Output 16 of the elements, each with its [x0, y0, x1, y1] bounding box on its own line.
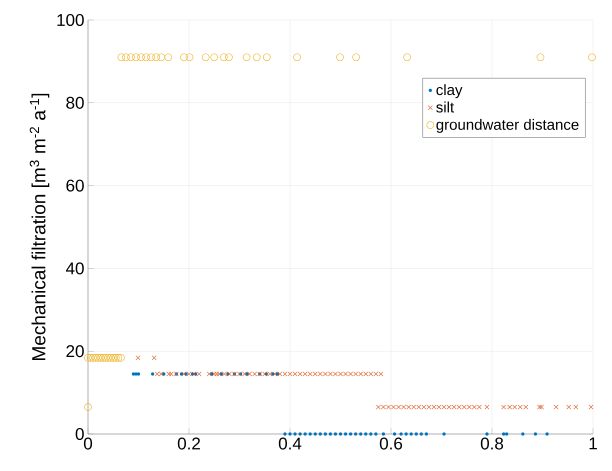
y-tick-label: 100	[57, 14, 84, 26]
y-tick-label: 0	[76, 428, 84, 440]
legend-label: silt	[436, 102, 454, 113]
y-tick-label: 20	[66, 345, 84, 358]
y-tick-label: 60	[66, 180, 84, 192]
x-tick-label: 0.2	[178, 438, 200, 450]
legend-label: clay	[436, 84, 462, 98]
legend-label: groundwater distance	[436, 118, 579, 133]
y-axis-title: Mechanical filtration [m$^{3}$ m$^{-2}$ a$^{-1}$]	[30, 94, 50, 360]
x-tick-label: 0.8	[480, 438, 504, 450]
x-tick-label: 0.6	[380, 438, 402, 450]
y-tick-label: 80	[66, 96, 84, 109]
y-tick-label: 40	[66, 262, 84, 274]
x-tick-label: 0	[84, 438, 92, 450]
x-tick-label: 1	[590, 438, 597, 450]
x-tick-label: 0.4	[278, 438, 302, 450]
